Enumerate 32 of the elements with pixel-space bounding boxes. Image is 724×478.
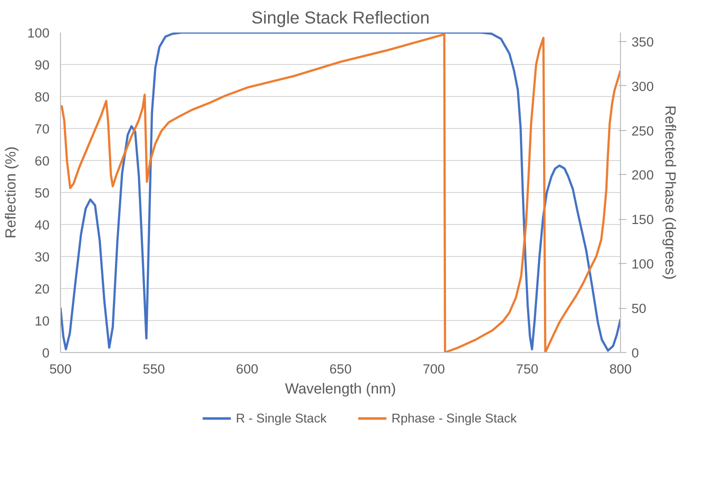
legend-label: R - Single Stack — [236, 412, 328, 426]
y2-tick-label: 50 — [632, 301, 646, 316]
x-axis-title: Wavelength (nm) — [284, 382, 396, 398]
y-tick-label: 60 — [34, 154, 50, 168]
y2-tick-label: 250 — [632, 123, 654, 138]
x-tick-label: 600 — [236, 362, 258, 376]
y-tick-label: 50 — [34, 186, 50, 200]
x-tick-label: 650 — [329, 362, 352, 376]
y-tick-label: 0 — [42, 346, 50, 360]
y-tick-label: 10 — [34, 314, 50, 328]
x-tick-label: 500 — [49, 362, 72, 376]
x-tick-label: 550 — [142, 362, 165, 376]
y-tick-label: 80 — [34, 90, 50, 104]
x-tick-label: 700 — [422, 362, 445, 376]
y2-tick-label: 350 — [632, 34, 654, 50]
y2-tick-label: 100 — [632, 256, 654, 272]
legend-label: Rphase - Single Stack — [391, 412, 518, 426]
y2-tick-label: 0 — [632, 346, 639, 360]
y2-tick-label: 300 — [632, 78, 654, 94]
x-tick-label: 800 — [609, 362, 632, 376]
y-tick-label: 100 — [27, 26, 50, 40]
y-tick-label: 20 — [34, 282, 50, 296]
y2-tick-label: 200 — [632, 168, 654, 183]
y-axis-title: Reflection (%) — [3, 146, 20, 239]
y-tick-label: 90 — [34, 58, 50, 72]
y2-axis-title: Reflected Phase (degrees) — [662, 105, 678, 280]
y-tick-label: 30 — [34, 250, 50, 264]
chart-title: Single Stack Reflection — [251, 8, 430, 28]
y2-tick-label: 150 — [632, 212, 654, 228]
y-tick-label: 40 — [34, 218, 50, 232]
x-tick-label: 750 — [516, 362, 538, 376]
y-tick-label: 70 — [34, 122, 50, 136]
